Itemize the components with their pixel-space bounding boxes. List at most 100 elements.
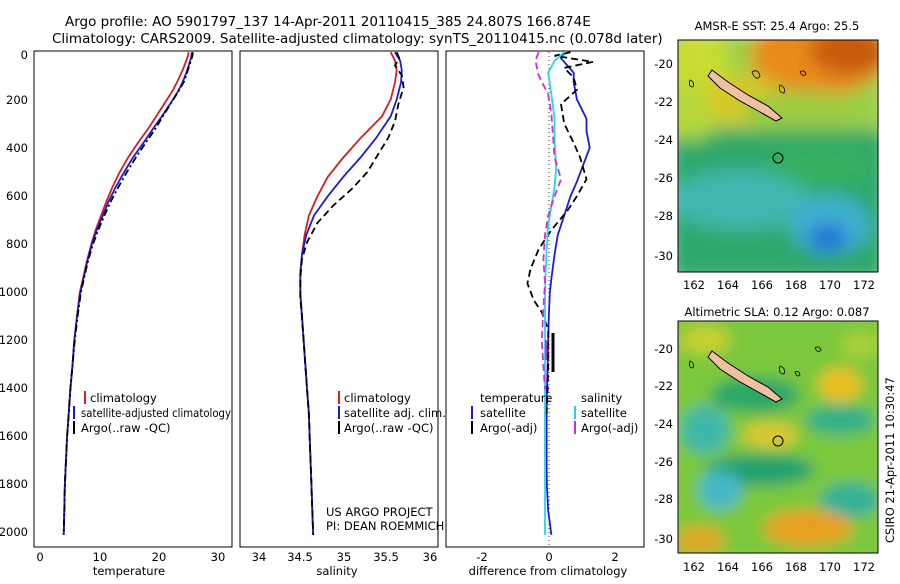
lat-tick-label: -24 — [654, 133, 673, 147]
difference-series-line-salinity-satellite — [544, 51, 565, 535]
sla-high-eddy — [680, 326, 730, 354]
temperature-tick-label: 10 — [93, 550, 108, 564]
sst-cool-patch — [678, 170, 810, 230]
legend-label-satellite: satellite-adjusted climatology — [81, 406, 231, 420]
salinity-tick-labels: 34 34.5 35 35.5 36 — [252, 550, 438, 564]
lat-tick-label: -26 — [654, 171, 673, 185]
difference-axes-frame — [445, 50, 645, 548]
salinity-series-group — [299, 51, 405, 535]
lat-tick-label: -30 — [654, 532, 673, 546]
sla-lon-tick-labels: 162 164 166 168 170 172 — [683, 560, 875, 574]
salinity-series-line-argo-raw-qc — [299, 51, 405, 535]
salinity-legend: climatology satellite adj. clim. Argo(..… — [338, 391, 446, 435]
sla-map-frame — [677, 320, 879, 554]
lon-tick-label: 166 — [751, 278, 773, 292]
sla-high-eddy — [840, 331, 878, 359]
sst-lon-tick-labels: 162 164 166 168 170 172 — [683, 278, 875, 292]
difference-tick-label: 0 — [545, 550, 552, 564]
legend-label-temp-satellite: satellite — [480, 406, 526, 420]
salinity-series-line-satellite-adj-clim — [299, 51, 403, 535]
new-caledonia-outline — [707, 350, 783, 403]
coastline-fragment — [689, 346, 822, 377]
sla-high-eddy — [818, 367, 862, 403]
difference-tick-labels: -2 0 2 — [476, 550, 618, 564]
lat-tick-label: -28 — [654, 209, 673, 223]
depth-tick-label: 200 — [6, 93, 28, 107]
legend-label-argo: Argo(..raw -QC) — [81, 421, 171, 435]
lat-tick-label: -30 — [654, 249, 673, 263]
lat-tick-label: -20 — [654, 342, 673, 356]
legend-label-climatology: climatology — [90, 391, 157, 405]
temperature-tick-label: 30 — [211, 550, 226, 564]
difference-tick-label: -2 — [476, 550, 487, 564]
temperature-legend: climatology satellite-adjusted climatolo… — [73, 391, 231, 435]
legend-label-climatology: climatology — [344, 391, 411, 405]
temperature-series-line-argo-raw-qc — [62, 52, 194, 535]
sst-mid-patch — [740, 90, 860, 130]
lat-tick-label: -28 — [654, 492, 673, 506]
lon-tick-label: 172 — [853, 560, 875, 574]
difference-series-line-salinity-argo-adj — [534, 51, 562, 390]
sst-map-frame — [677, 39, 879, 273]
lat-tick-label: -26 — [654, 455, 673, 469]
new-caledonia-outline — [707, 69, 783, 122]
lon-tick-label: 164 — [717, 560, 739, 574]
lon-tick-label: 162 — [683, 560, 705, 574]
argo-position-marker — [772, 435, 784, 447]
sla-low-eddy — [698, 470, 742, 510]
sst-hot-core — [810, 40, 878, 75]
sla-map-field — [678, 321, 878, 553]
sla-lat-tick-labels: -20 -22 -24 -26 -28 -30 — [654, 342, 673, 546]
difference-tick-label: 2 — [611, 550, 618, 564]
legend-label-argo: Argo(..raw -QC) — [344, 421, 434, 435]
salinity-axis-label: salinity — [316, 564, 357, 578]
sla-high-eddy — [678, 526, 725, 553]
lon-tick-label: 168 — [785, 278, 807, 292]
csiro-timestamp: CSIRO 21-Apr-2011 10:30:47 — [883, 377, 897, 543]
temperature-tick-label: 20 — [152, 550, 167, 564]
lon-tick-label: 166 — [751, 560, 773, 574]
salinity-tick-label: 34 — [252, 550, 267, 564]
temperature-series-line-climatology — [62, 52, 190, 535]
depth-tick-label: 1200 — [0, 333, 28, 347]
depth-tick-label: 1400 — [0, 381, 28, 395]
depth-tick-label: 1600 — [0, 429, 28, 443]
salinity-tick-label: 35 — [337, 550, 352, 564]
difference-series-line-temperature-argo-adj — [526, 51, 594, 414]
project-credit-line2: PI: DEAN ROEMMICH — [326, 519, 444, 533]
depth-tick-label: 400 — [6, 141, 28, 155]
temperature-series-group — [62, 52, 194, 535]
sla-low-eddy — [710, 377, 800, 413]
lon-tick-label: 162 — [683, 278, 705, 292]
sla-map-title: Altimetric SLA: 0.12 Argo: 0.087 — [684, 305, 869, 319]
sla-low-eddy — [820, 482, 878, 518]
depth-tick-label: 0 — [21, 48, 28, 62]
difference-series-group — [526, 51, 594, 536]
legend-label-sal-satellite: satellite — [581, 406, 627, 420]
sst-cold-patch — [808, 224, 848, 252]
sla-high-eddy — [742, 421, 798, 449]
legend-title-salinity: salinity — [581, 391, 622, 405]
lon-tick-label: 170 — [819, 560, 841, 574]
legend-label-temp-argo: Argo(-adj) — [480, 421, 537, 435]
temperature-axis-label: temperature — [93, 564, 165, 578]
salinity-tick-label: 35.5 — [373, 550, 399, 564]
coastline-fragment — [689, 70, 807, 94]
legend-title-temperature: temperature — [480, 391, 552, 405]
difference-legend: temperature satellite Argo(-adj) salinit… — [471, 391, 638, 435]
sla-low-eddy — [805, 405, 875, 435]
difference-series-line-temperature-satellite — [545, 51, 591, 536]
depth-tick-labels: 0 200 400 600 800 1000 1200 1400 1600 18… — [0, 48, 28, 539]
sst-green-patch — [765, 147, 875, 183]
temperature-series-line-satellite-adjusted-climatology — [62, 52, 193, 535]
lon-tick-label: 170 — [819, 278, 841, 292]
depth-tick-label: 800 — [6, 237, 28, 251]
salinity-tick-label: 36 — [423, 550, 438, 564]
depth-tick-label: 600 — [6, 189, 28, 203]
salinity-tick-label: 34.5 — [287, 550, 313, 564]
temperature-tick-label: 0 — [36, 550, 43, 564]
salinity-axes-frame — [239, 50, 439, 548]
lat-tick-label: -20 — [654, 57, 673, 71]
depth-tick-label: 1800 — [0, 477, 28, 491]
